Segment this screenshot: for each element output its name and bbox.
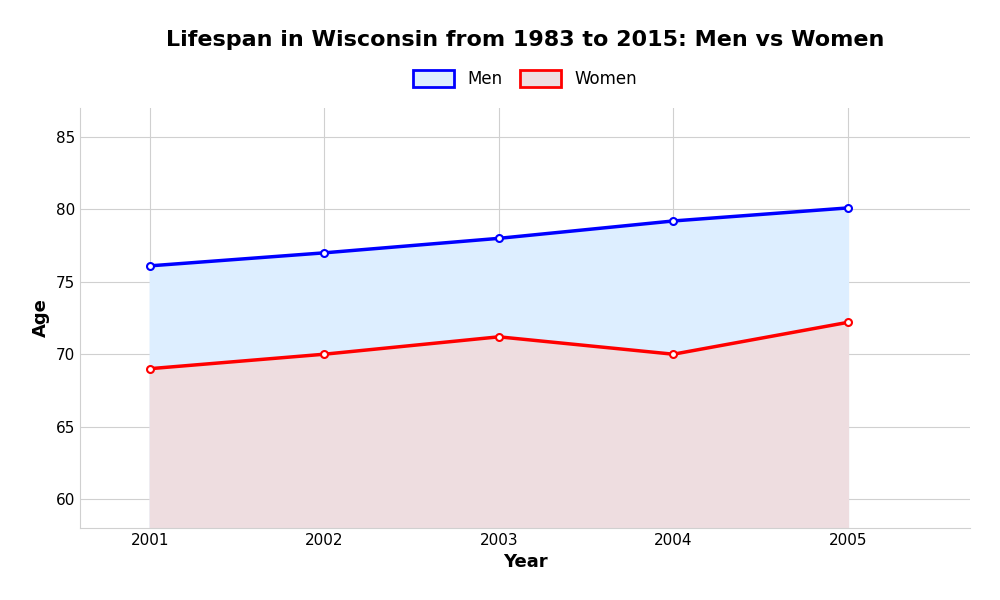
X-axis label: Year: Year [503,553,547,571]
Title: Lifespan in Wisconsin from 1983 to 2015: Men vs Women: Lifespan in Wisconsin from 1983 to 2015:… [166,29,884,49]
Legend: Men, Women: Men, Women [404,62,646,97]
Y-axis label: Age: Age [32,299,50,337]
